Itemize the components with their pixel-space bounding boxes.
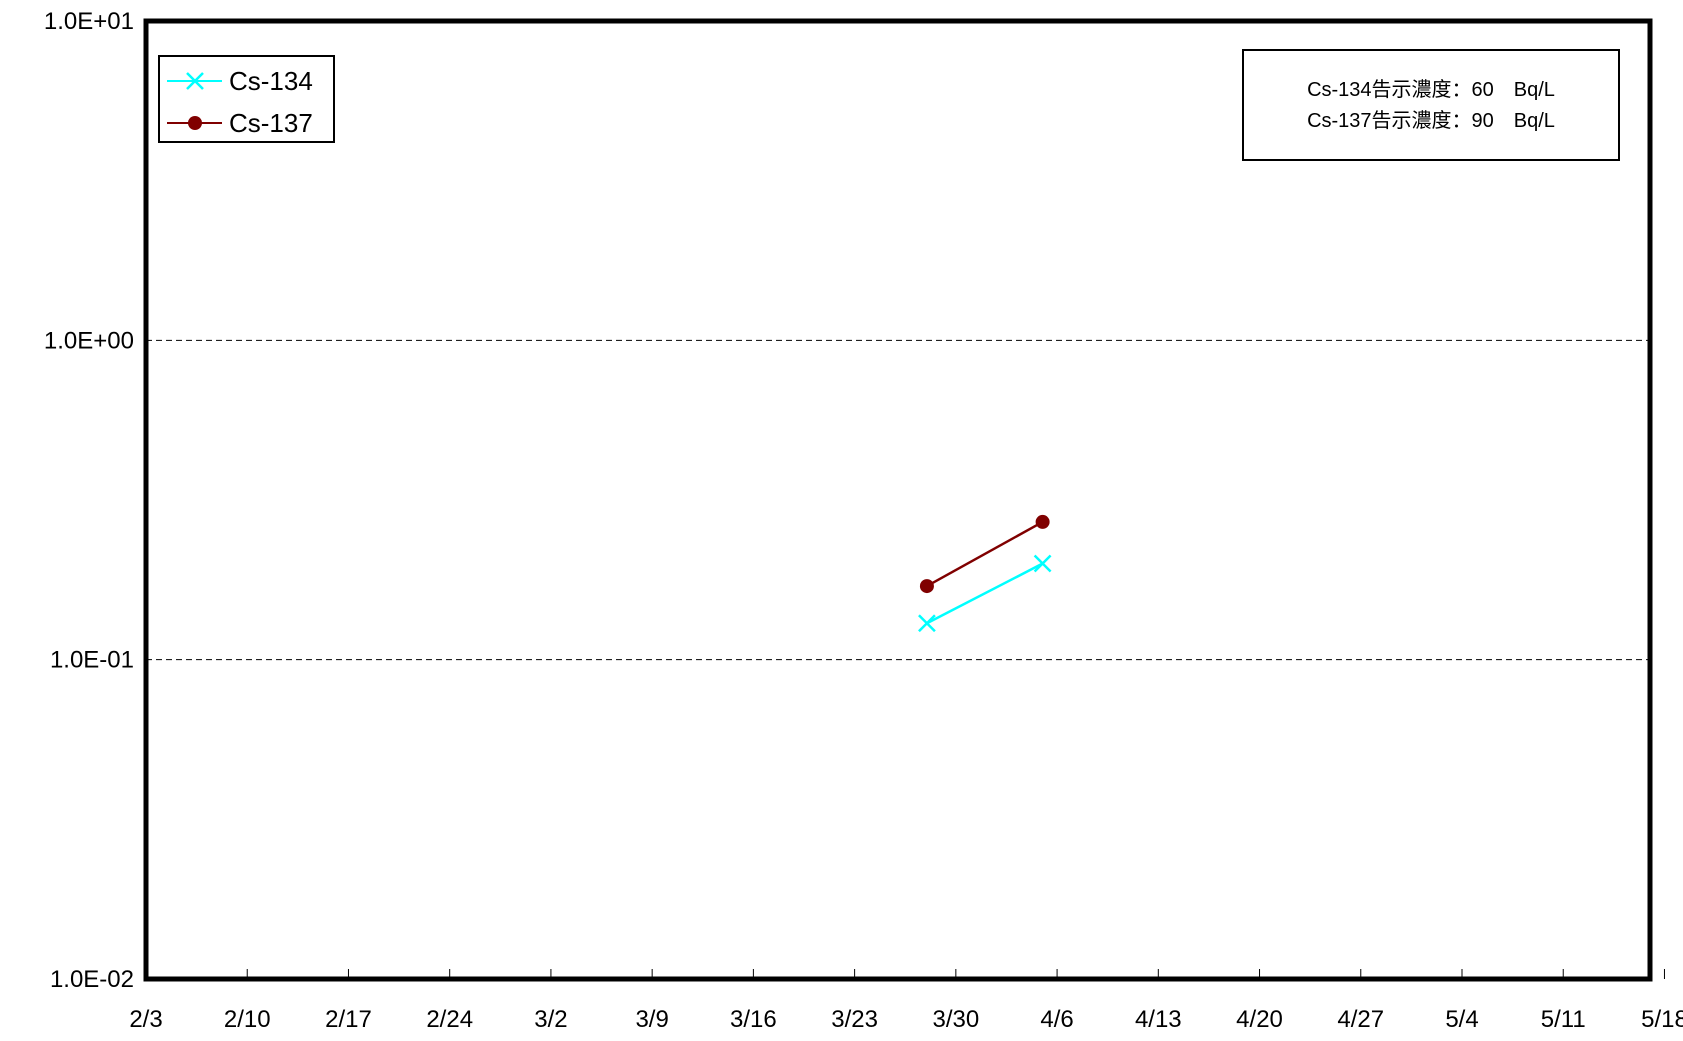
x-tick-label: 4/13: [1135, 1006, 1182, 1033]
annotation: Cs-134告示濃度：60 Bq/L Cs-137告示濃度：90 Bq/L: [1242, 49, 1620, 161]
legend: Cs-134 Cs-137: [158, 55, 335, 143]
y-tick-label: 1.0E+00: [44, 327, 134, 354]
plot-area-frame: [143, 18, 1653, 982]
x-tick-label: 2/10: [224, 1006, 271, 1033]
y-tick-label: 1.0E+01: [44, 8, 134, 35]
x-tick-label: 2/3: [129, 1006, 162, 1033]
x-tick-label: 3/23: [831, 1006, 878, 1033]
series-layer: [918, 514, 1052, 633]
x-tick-label: 2/17: [325, 1006, 372, 1033]
annotation-box: [1242, 49, 1620, 161]
data-point-cs134: [1033, 554, 1052, 573]
x-tick-label: 5/18: [1641, 1006, 1683, 1033]
tick-layer: 1.0E-02 1.0E-01 1.0E+00 1.0E+01 2/3 2/10 2/17 2…: [44, 8, 1683, 1033]
annotation-line-cs134: Cs-134告示濃度：60 Bq/L: [1307, 78, 1555, 101]
legend-entry-cs134: Cs-134: [167, 66, 313, 96]
legend-label-cs134: Cs-134: [229, 66, 313, 96]
y-tick-label: 1.0E-01: [50, 647, 134, 674]
x-tick-label: 3/9: [635, 1006, 668, 1033]
x-tick-label: 2/24: [426, 1006, 473, 1033]
legend-circle-marker-icon: [188, 116, 202, 130]
annotation-line-cs137: Cs-137告示濃度：90 Bq/L: [1307, 109, 1555, 132]
data-point-cs137: [1035, 514, 1050, 529]
legend-entry-cs137: Cs-137: [167, 108, 313, 138]
x-tick-label: 3/2: [534, 1006, 567, 1033]
data-point-cs137: [919, 579, 934, 594]
x-tick-label: 4/6: [1040, 1006, 1073, 1033]
x-tick-label: 5/4: [1445, 1006, 1478, 1033]
x-tick-label: 3/30: [932, 1006, 979, 1033]
series-line-cs134: [926, 562, 1044, 625]
x-tick-label: 4/20: [1236, 1006, 1283, 1033]
y-tick-label: 1.0E-02: [50, 966, 134, 993]
grid-layer: [146, 339, 1650, 661]
legend-x-marker-icon: [186, 72, 204, 90]
x-tick-label: 3/16: [730, 1006, 777, 1033]
legend-box: [158, 55, 335, 143]
series-line-cs137: [926, 520, 1044, 588]
x-tick-label: 5/11: [1541, 1006, 1586, 1033]
legend-label-cs137: Cs-137: [229, 108, 313, 138]
x-tick-label: 4/27: [1337, 1006, 1384, 1033]
data-point-cs134: [918, 614, 936, 633]
